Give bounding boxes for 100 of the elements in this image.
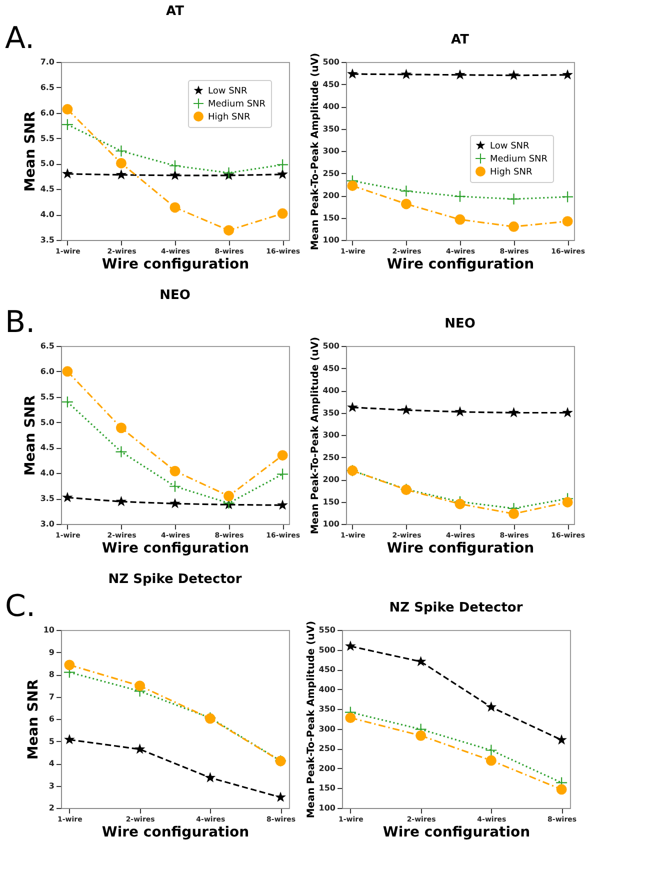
point <box>486 701 497 712</box>
y-tick-label: 100 <box>318 804 336 812</box>
y-tick-label: 350 <box>322 124 340 134</box>
point <box>116 158 126 168</box>
y-tick-label: 500 <box>322 342 340 350</box>
point <box>134 744 146 754</box>
point <box>347 68 358 79</box>
point <box>562 69 573 80</box>
point <box>508 508 520 519</box>
y-tick-label: 500 <box>318 645 336 654</box>
text: A. <box>5 21 35 56</box>
y-tick-label: 250 <box>322 168 340 178</box>
point <box>62 396 73 408</box>
point <box>400 198 412 210</box>
y-axis-title: Mean SNR <box>22 395 38 476</box>
point <box>562 191 574 202</box>
legend-label: Low SNR <box>208 86 248 96</box>
y-tick-label: 400 <box>322 102 340 111</box>
chart-title: AT <box>166 4 184 19</box>
point <box>345 712 356 724</box>
y-tick-label: 250 <box>322 452 340 462</box>
y-tick-label: 350 <box>318 704 336 714</box>
x-axis-title: Wire configuration <box>386 540 534 556</box>
y-tick-label: 400 <box>318 684 336 694</box>
point <box>170 202 180 213</box>
y-tick-label: 4.0 <box>40 210 55 220</box>
point <box>562 407 573 418</box>
x-axis-title: Wire configuration <box>102 256 250 272</box>
y-tick-label: 450 <box>318 665 336 674</box>
legend-label: Low SNR <box>490 141 530 152</box>
y-tick-label: 3.5 <box>40 494 55 504</box>
y-tick-label: 4 <box>48 759 55 768</box>
point <box>454 190 466 202</box>
point <box>170 466 180 476</box>
point <box>62 104 73 115</box>
y-tick-label: 3 <box>48 781 54 790</box>
point <box>454 69 466 80</box>
point <box>562 496 573 508</box>
y-tick-label: 400 <box>322 386 340 395</box>
y-tick-label: 6.0 <box>40 108 55 118</box>
point <box>556 784 567 795</box>
y-tick-label: 500 <box>322 58 340 66</box>
y-tick-label: 250 <box>318 744 336 754</box>
y-tick-label: 6.5 <box>40 342 55 350</box>
y-tick-label: 5.0 <box>40 418 55 427</box>
chart-title: AT <box>451 32 470 48</box>
y-tick-label: 2 <box>48 804 54 812</box>
point <box>170 170 180 180</box>
y-tick-label: 5.5 <box>40 134 55 143</box>
point <box>277 168 288 180</box>
point <box>454 214 466 225</box>
point <box>170 480 180 492</box>
point <box>134 680 146 692</box>
point <box>277 450 288 461</box>
point <box>486 755 496 766</box>
y-tick-label: 6.5 <box>40 82 55 92</box>
y-tick-label: 5 <box>48 736 55 746</box>
point <box>454 406 466 416</box>
legend-label: Medium SNR <box>490 154 548 164</box>
point <box>224 225 234 236</box>
y-tick-label: 200 <box>322 191 340 200</box>
x-axis-title: Wire configuration <box>386 256 534 272</box>
text: C. <box>5 589 36 624</box>
y-axis-title: Mean SNR <box>25 679 42 760</box>
y-tick-label: 550 <box>318 626 336 634</box>
point <box>277 159 288 170</box>
point <box>62 168 73 178</box>
y-tick-label: 3.0 <box>40 520 55 528</box>
point <box>277 499 288 510</box>
y-tick-label: 150 <box>318 784 336 793</box>
y-tick-label: 6 <box>48 714 55 724</box>
y-tick-label: 300 <box>322 430 340 440</box>
point <box>347 180 358 191</box>
point <box>204 772 216 782</box>
y-tick-label: 10 <box>43 626 55 634</box>
y-tick-label: 8 <box>48 670 55 679</box>
y-tick-label: 5.5 <box>40 392 55 402</box>
y-tick-label: 5.0 <box>40 159 55 168</box>
point <box>116 446 127 458</box>
point <box>416 730 426 741</box>
y-tick-label: 450 <box>322 364 340 373</box>
y-tick-label: 350 <box>322 408 340 418</box>
y-axis-title: Mean Peak-To-Peak Amplitude (uV) <box>306 620 317 818</box>
point <box>400 404 412 415</box>
point <box>64 734 75 744</box>
y-tick-label: 6.0 <box>40 366 55 376</box>
point <box>62 366 73 377</box>
y-axis-title: Mean Peak-To-Peak Amplitude (uV) <box>310 336 321 534</box>
x-axis-title: Wire configuration <box>102 540 250 556</box>
chart-title: NZ Spike Detector <box>389 600 524 616</box>
x-axis-title: Wire configuration <box>102 824 250 840</box>
y-tick-label: 450 <box>322 80 340 89</box>
chart-title: NZ Spike Detector <box>108 572 242 587</box>
point <box>275 792 286 802</box>
point <box>116 422 126 434</box>
point <box>556 734 567 745</box>
point <box>116 496 127 506</box>
y-tick-label: 4.5 <box>40 443 55 452</box>
legend-label: Medium SNR <box>208 100 266 110</box>
point <box>508 70 520 80</box>
